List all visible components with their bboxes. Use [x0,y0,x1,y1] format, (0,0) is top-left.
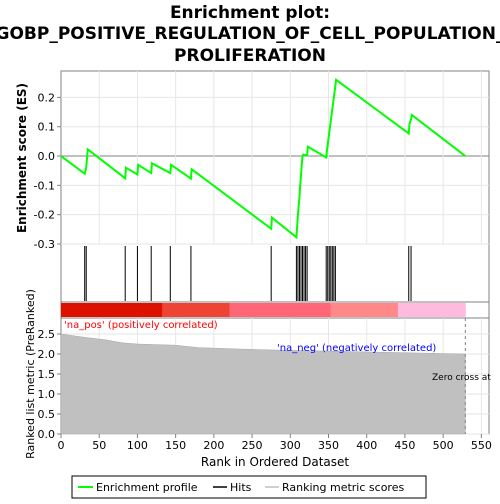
chart-title-line-1: Enrichment plot: [170,3,330,23]
na-neg-label: 'na_neg' (negatively correlated) [277,343,436,354]
ranking-metric-area [60,333,466,435]
legend-enrichment-label: Enrichment profile [96,481,198,494]
x-axis-label: Rank in Ordered Dataset [201,455,349,469]
heatmap-segment [397,303,433,317]
hits-panel-frame [60,243,490,303]
x-tick-label: 200 [203,439,224,452]
heatmap-segment [61,303,96,317]
es-y-tick-label: 0.0 [38,150,56,163]
x-tick-label: 550 [471,439,492,452]
legend-hits-label: Hits [230,481,252,494]
x-tick-label: 0 [58,439,65,452]
es-y-tick-label: -0.3 [34,238,55,251]
es-y-tick-label: -0.2 [34,209,55,222]
es-y-tick-label: 0.2 [38,91,56,104]
enrichment-profile-line [60,77,466,240]
es-y-tick-label: 0.1 [38,121,56,134]
hits-layer [84,246,412,301]
es-layer: 0.2 0.1 0.0 -0.1 -0.2 -0.3 [34,71,489,251]
metric-y-axis-label: Ranked list metric (PreRanked) [24,289,37,459]
heatmap-segment [94,303,129,317]
x-tick-label: 450 [394,439,415,452]
x-tick-label: 400 [356,439,377,452]
na-pos-label: 'na_pos' (positively correlated) [64,320,218,331]
es-y-tick-label: -0.1 [34,179,55,192]
metric-y-tick-label: 2.0 [38,348,56,361]
x-tick-label: 100 [127,439,148,452]
legend-metric-label: Ranking metric scores [282,481,404,494]
heatmap-segment [431,303,466,317]
metric-y-tick-label: 0.0 [38,428,56,441]
metric-layer: 0.0 0.5 1.0 1.5 2.0 2.5 0 50 100 150 200 250 300 350 4… [38,318,492,452]
x-tick-label: 500 [433,439,454,452]
es-y-axis-label: Enrichment score (ES) [15,83,29,233]
heatmap-segment [162,303,197,317]
x-tick-label: 50 [92,439,106,452]
x-tick-label: 250 [242,439,263,452]
metric-y-tick-label: 2.5 [38,328,56,341]
zero-cross-label: Zero cross at [432,373,491,383]
metric-y-tick-label: 1.5 [38,368,56,381]
metric-y-tick-label: 1.0 [38,388,56,401]
chart-title-line-3: PROLIFERATION [174,46,326,66]
metric-y-tick-label: 0.5 [38,408,56,421]
heatmap-segment [263,303,298,317]
x-tick-label: 150 [165,439,186,452]
heatmap-segment [330,303,365,317]
chart-title-line-2: GOBP_POSITIVE_REGULATION_OF_CELL_POPULAT… [0,24,500,44]
heatmap-segment [195,303,230,317]
heatmap-segment [128,303,163,317]
heatmap-layer [61,303,466,317]
heatmap-segment [296,303,332,317]
heatmap-segment [364,303,399,317]
legend-box [71,475,427,499]
x-tick-label: 350 [318,439,339,452]
heatmap-segment [229,303,264,317]
x-tick-label: 300 [280,439,301,452]
